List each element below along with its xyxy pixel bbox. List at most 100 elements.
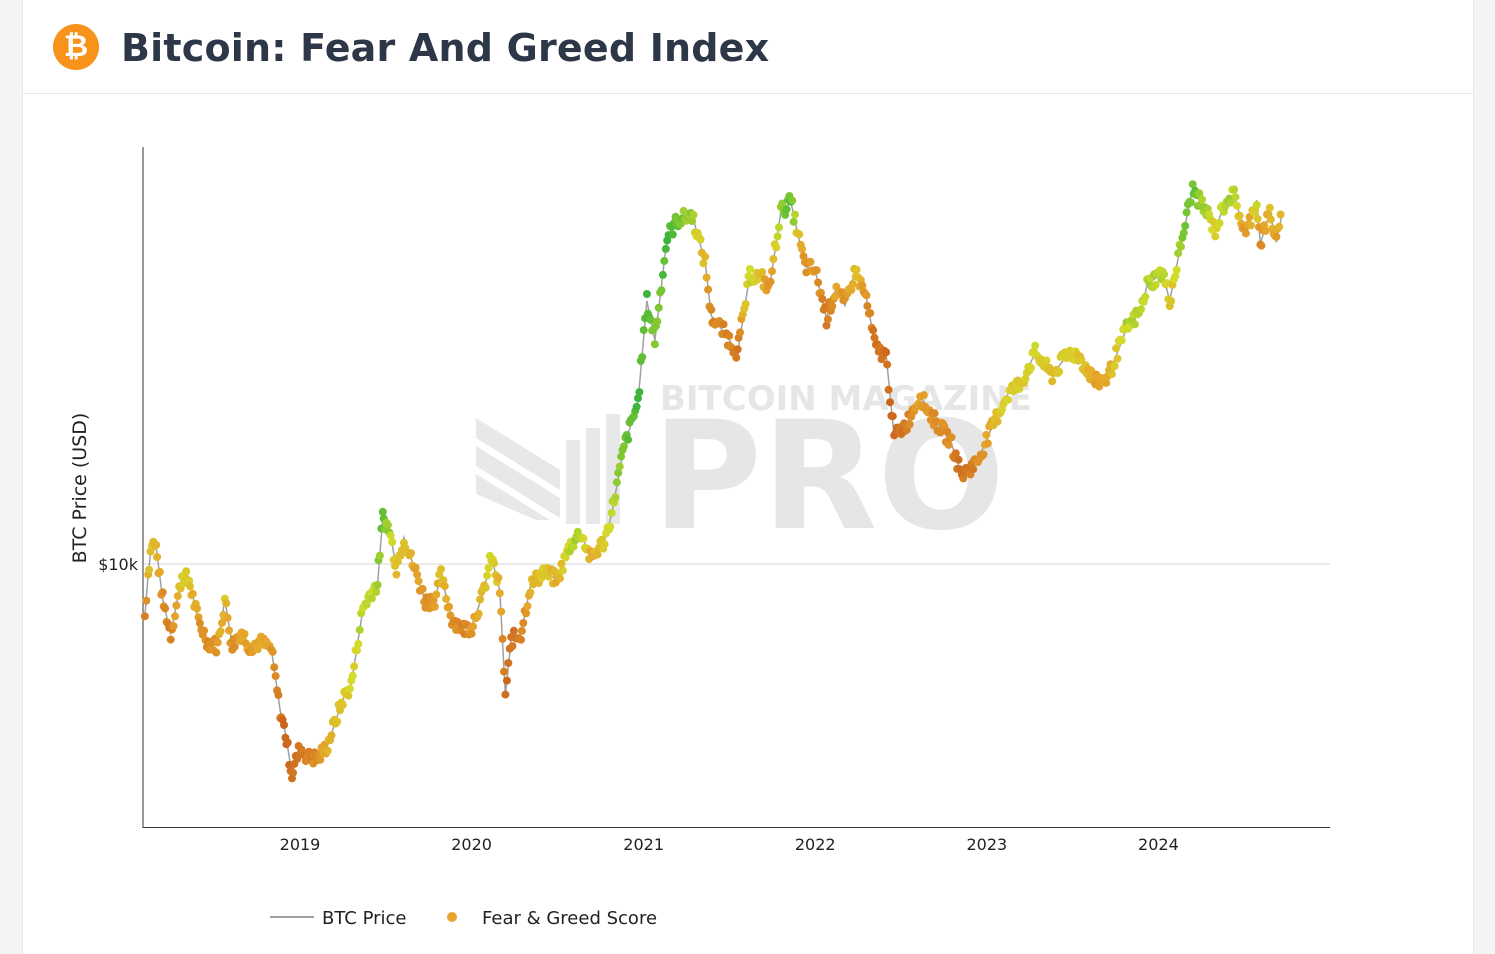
fear-greed-point [561,553,570,562]
fear-greed-point [1048,377,1057,386]
fear-greed-point [345,684,354,693]
fear-greed-point [1247,221,1255,230]
fear-greed-point [1117,336,1126,345]
fear-greed-point [1077,355,1086,364]
fear-greed-point [1253,214,1262,223]
fear-greed-point [769,255,778,263]
fear-greed-point [216,627,225,636]
fear-greed-point [240,629,249,638]
fear-greed-point [795,230,804,239]
legend-item-fear-greed[interactable]: Fear & Greed Score [447,908,657,929]
fear-greed-point [702,273,711,282]
fear-greed-point [1241,229,1250,238]
legend: BTC Price Fear & Greed Score [270,908,657,929]
fear-greed-point [624,435,633,444]
fear-greed-point [1198,195,1207,204]
fear-greed-point [1160,270,1169,279]
fear-greed-point [789,217,798,226]
fear-greed-point [1112,344,1121,353]
fear-greed-point [766,277,775,286]
fear-greed-point [614,468,623,477]
fear-greed-point [348,671,357,680]
legend-dot-swatch [447,912,457,922]
fear-greed-point [642,290,651,298]
fear-greed-point [612,478,621,487]
fear-greed-point [362,600,371,609]
fear-greed-point [388,537,397,546]
fear-greed-point [884,385,893,394]
fear-greed-point [413,570,422,579]
fear-greed-point [1021,375,1030,383]
fear-greed-point [1151,281,1160,289]
x-tick-label: 2022 [795,835,836,854]
fear-greed-point [1276,210,1285,219]
fear-greed-point [1015,385,1024,394]
fear-greed-point [773,232,782,241]
fear-greed-point [858,281,867,290]
fear-greed-point [442,594,451,603]
fear-greed-point [1181,221,1190,230]
fear-greed-point [484,564,493,572]
fear-greed-point [140,612,149,621]
fear-greed-point [847,286,856,294]
y-tick-label: $10k [98,555,139,574]
legend-item-btc-price[interactable]: BTC Price [270,908,407,929]
fear-greed-point [497,607,506,616]
fear-greed-point [1110,362,1119,371]
fear-greed-point [600,540,609,549]
fear-greed-point [732,353,741,362]
fear-greed-point [1231,193,1240,202]
fear-greed-point [688,217,697,225]
fear-greed-point [959,474,968,483]
watermark-line2: PRO [652,390,1005,564]
fear-greed-point [886,398,894,407]
fear-greed-point [195,619,204,628]
fear-greed-point [218,618,226,627]
fear-greed-point [658,270,667,279]
fear-greed-point [615,462,624,471]
fear-greed-point [969,465,978,474]
fear-greed-point [173,592,182,601]
fear-greed-point [440,582,449,591]
fear-greed-point [791,210,799,219]
fear-greed-point [848,280,857,288]
fear-greed-point [1232,201,1241,210]
fear-greed-point [947,433,956,442]
fear-greed-point [522,609,531,618]
x-ticks: 2019 2020 2021 2022 2023 2024 [280,835,1179,854]
fear-greed-point [951,449,960,458]
fear-greed-point [852,265,861,274]
fear-greed-point [194,613,203,622]
fear-greed-point [166,635,175,644]
fear-greed-point [982,430,991,439]
fear-greed-point [223,613,232,622]
fear-greed-point [1261,226,1270,235]
fear-greed-point [504,659,513,667]
fear-greed-point [888,412,897,421]
fear-greed-point [445,602,453,611]
fear-greed-point [607,508,616,517]
fear-greed-point [1042,356,1051,365]
fear-greed-point [660,256,669,265]
fear-greed-point [418,584,427,593]
fear-greed-point [411,563,420,572]
fear-greed-point [863,302,872,310]
fear-greed-points [140,180,1285,783]
fear-greed-point [650,340,659,349]
page-title: Bitcoin: Fear And Greed Index [121,26,770,70]
fear-greed-point [668,230,677,239]
fear-greed-point [696,235,705,244]
fear-greed-point [437,565,445,574]
chart-card: ₿ Bitcoin: Fear And Greed Index [22,0,1474,954]
fear-greed-point [1113,354,1122,363]
fear-greed-point [822,321,831,330]
fear-greed-point [169,622,178,631]
fear-greed-point [741,300,750,309]
fear-greed-point [635,388,644,397]
fear-greed-point [1031,341,1040,350]
fear-greed-point [407,549,415,558]
fear-greed-point [519,619,528,627]
fear-greed-point [882,348,891,357]
fear-greed-point [500,667,508,676]
